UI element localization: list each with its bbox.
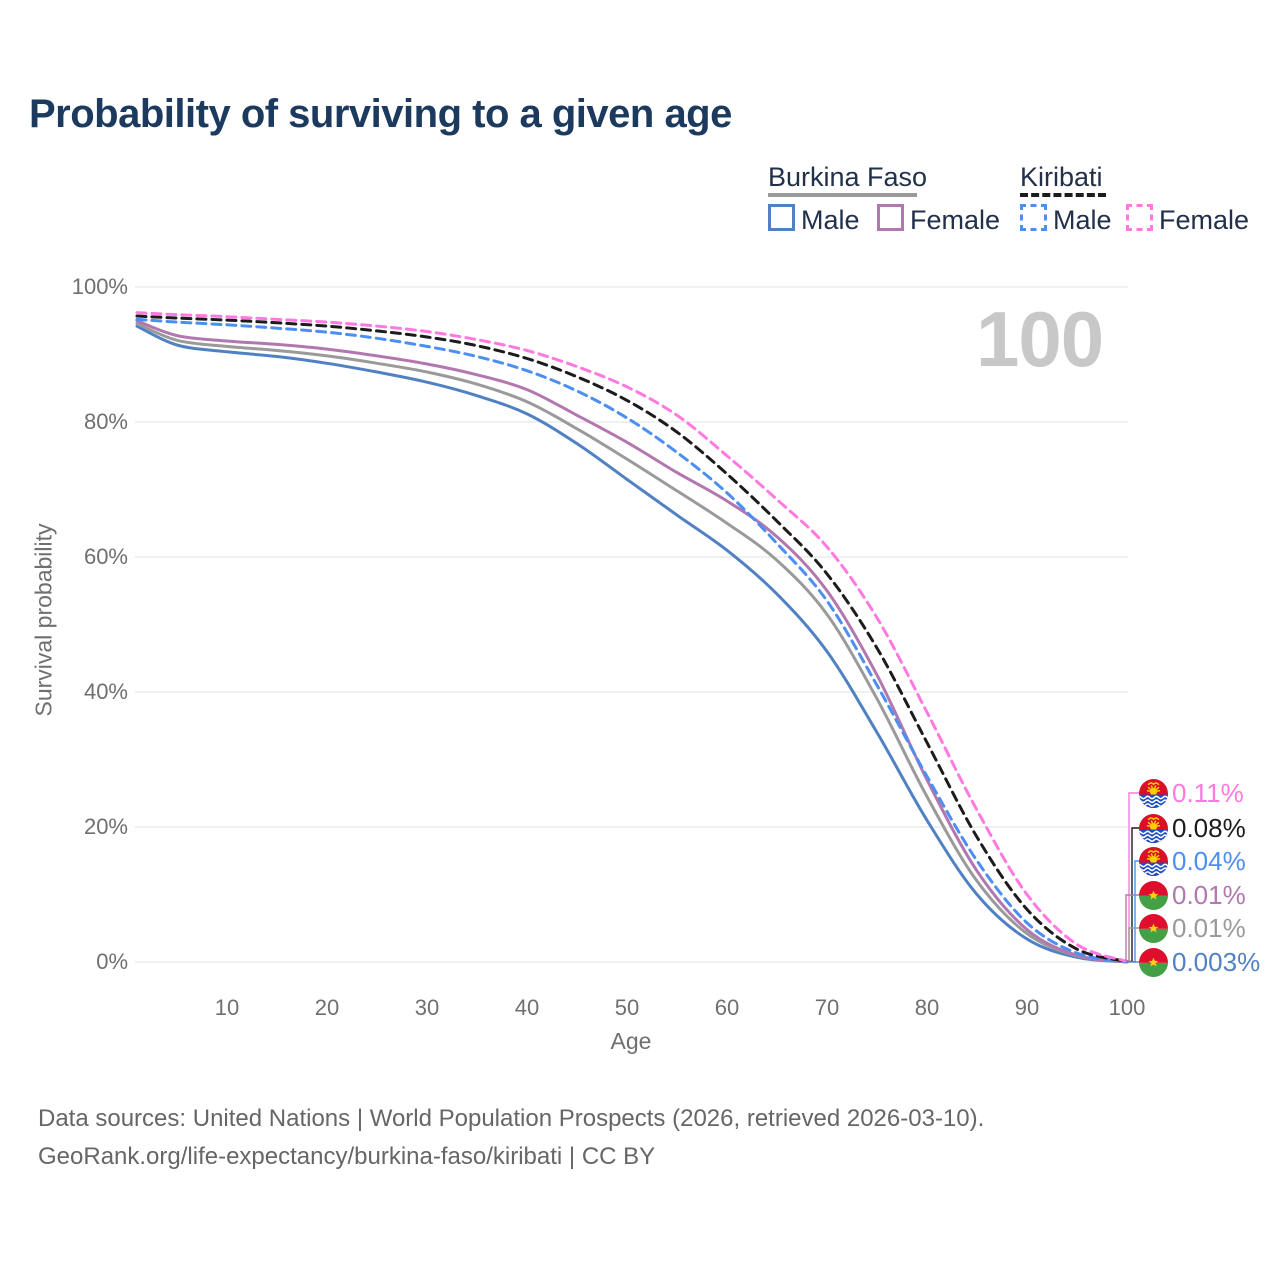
burkina-faso-flag-icon <box>1139 880 1168 910</box>
x-tick-70: 70 <box>814 995 840 1020</box>
x-tick-40: 40 <box>514 995 540 1020</box>
y-tick-0%: 0% <box>96 949 128 974</box>
attribution-line: GeoRank.org/life-expectancy/burkina-faso… <box>38 1143 656 1170</box>
legend-group-kiribati[interactable]: Kiribati <box>1020 162 1103 192</box>
curve-burkina-faso-female <box>135 319 1129 964</box>
legend-swatch-burkina-faso-female[interactable] <box>877 204 904 231</box>
curve-kiribati-both <box>135 314 1129 963</box>
end-label-burkina-faso-3: 0.01% <box>1139 880 1246 910</box>
kiribati-flag-icon <box>1139 813 1168 843</box>
legend-label-burkina-faso-female[interactable]: Female <box>910 205 1001 235</box>
end-value: 0.01% <box>1172 879 1246 910</box>
curve-kiribati-female <box>135 311 1129 963</box>
end-label-kiribati-2: 0.04% <box>1139 846 1246 876</box>
burkina-faso-flag-icon <box>1139 913 1168 943</box>
curve-burkina-faso-male <box>135 324 1129 964</box>
end-value: 0.08% <box>1172 812 1246 843</box>
y-tick-60%: 60% <box>83 544 128 569</box>
x-tick-50: 50 <box>614 995 640 1020</box>
x-tick-100: 100 <box>1108 995 1146 1020</box>
legend-underline-burkina-faso <box>768 193 917 197</box>
curve-kiribati-male <box>135 317 1129 964</box>
legend-label-kiribati-female[interactable]: Female <box>1159 205 1250 235</box>
legend-swatch-burkina-faso-male[interactable] <box>768 204 795 231</box>
kiribati-flag-icon <box>1139 846 1168 876</box>
x-tick-80: 80 <box>914 995 940 1020</box>
end-label-kiribati-1: 0.08% <box>1139 813 1246 843</box>
data-sources-line: Data sources: United Nations | World Pop… <box>38 1105 985 1132</box>
burkina-faso-flag-icon <box>1139 947 1168 977</box>
end-value: 0.04% <box>1172 845 1246 876</box>
end-value: 0.01% <box>1172 912 1246 943</box>
legend-swatch-kiribati-male[interactable] <box>1020 204 1047 231</box>
end-value: 0.003% <box>1172 946 1261 977</box>
legend-label-kiribati-male[interactable]: Male <box>1053 205 1112 235</box>
y-tick-40%: 40% <box>83 679 128 704</box>
y-tick-100%: 100% <box>71 274 128 299</box>
kiribati-flag-icon <box>1139 778 1168 808</box>
legend-label-burkina-faso-male[interactable]: Male <box>801 205 860 235</box>
page-title: Probability of surviving to a given age <box>29 92 732 136</box>
legend-underline-kiribati <box>1020 193 1106 197</box>
y-tick-20%: 20% <box>83 814 128 839</box>
legend-swatch-kiribati-female[interactable] <box>1126 204 1153 231</box>
end-label-burkina-faso-4: 0.01% <box>1139 913 1246 943</box>
x-axis-title: Age <box>610 1028 652 1054</box>
legend-group-burkina-faso[interactable]: Burkina Faso <box>768 162 928 192</box>
age-counter-watermark: 100 <box>976 295 1104 383</box>
end-label-kiribati-0: 0.11% <box>1139 778 1244 808</box>
x-tick-20: 20 <box>314 995 340 1020</box>
x-tick-60: 60 <box>714 995 740 1020</box>
x-tick-10: 10 <box>214 995 240 1020</box>
end-value: 0.11% <box>1172 777 1244 808</box>
x-tick-90: 90 <box>1014 995 1040 1020</box>
footer: Data sources: United Nations | World Pop… <box>38 1100 984 1176</box>
y-tick-80%: 80% <box>83 409 128 434</box>
end-label-burkina-faso-5: 0.003% <box>1139 947 1260 977</box>
curve-burkina-faso-both <box>135 322 1129 964</box>
x-tick-30: 30 <box>414 995 440 1020</box>
